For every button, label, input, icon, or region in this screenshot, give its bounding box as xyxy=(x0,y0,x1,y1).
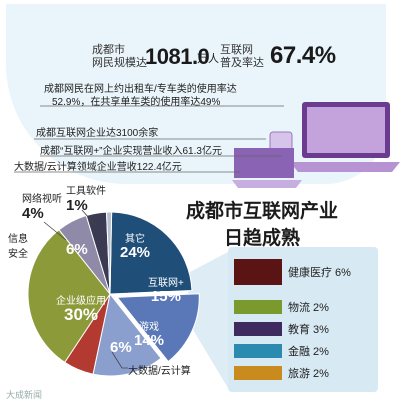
label-enterprise: 企业级应用 30% xyxy=(56,296,106,324)
legend-label: 物流 2% xyxy=(288,302,329,314)
pie-slice-game xyxy=(92,292,162,377)
video-leader xyxy=(43,221,67,241)
devices-illustration xyxy=(232,102,400,188)
legend-swatch xyxy=(234,366,282,380)
label-tools: 工具软件 1% xyxy=(66,186,106,214)
legend-label: 健康医疗 6% xyxy=(288,267,351,279)
pie-slice-enterprise xyxy=(27,229,111,364)
legend-item-tourism: 旅游 2% xyxy=(234,365,329,381)
legend-swatch xyxy=(234,259,282,285)
legend-item-logistics: 物流 2% xyxy=(234,299,329,315)
rate-label: 互联网 普及率达 xyxy=(220,44,264,69)
chart-title: 成都市互联网产业 日趋成熟 xyxy=(186,201,339,249)
label-security-name: 信息 安全 xyxy=(8,234,28,260)
sub-breakdown-legend: 健康医疗 6% 物流 2% 教育 3% 金融 2% 旅游 2% xyxy=(228,247,378,392)
label-security-pct: 6% xyxy=(66,241,88,258)
legend-label: 旅游 2% xyxy=(288,368,329,380)
keyboard-shape xyxy=(232,180,302,188)
legend-label: 教育 3% xyxy=(288,324,329,336)
legend-label: 金融 2% xyxy=(288,346,329,358)
fact-1: 成都网民在网上约出租车/专车类的使用率达 xyxy=(44,84,237,95)
laptop-display xyxy=(307,107,385,153)
fact-5: 大数据/云计算领域企业营收122.4亿元 xyxy=(14,162,182,173)
header-rules xyxy=(14,105,284,173)
laptop-base xyxy=(290,162,400,172)
fact-2: 52.9%，在共享单车类的使用率达49% xyxy=(52,97,221,108)
legend-item-finance: 金融 2% xyxy=(234,343,329,359)
users-value: 1081.0 xyxy=(145,44,210,69)
pie-slice-tools xyxy=(105,211,113,295)
label-internet-plus: 互联网+ 15% xyxy=(148,278,184,305)
label-other: 其它 24% xyxy=(120,234,151,261)
label-bigdata-name: 大数据/云计算 xyxy=(128,366,191,377)
legend-swatch xyxy=(234,344,282,358)
label-video: 网络视听 4% xyxy=(22,194,62,222)
tablet-icon xyxy=(234,148,294,178)
tools-leader xyxy=(81,209,97,227)
pie-slice-internet-plus xyxy=(116,293,200,363)
legend-swatch xyxy=(234,322,282,336)
legend-item-education: 教育 3% xyxy=(234,321,329,337)
label-game: 游戏 14% xyxy=(134,322,165,349)
watermark: 大成新闻 xyxy=(6,390,43,400)
fact-4: 成都“互联网+”企业实现营业收入61.3亿元 xyxy=(40,146,222,157)
fact-3: 成都互联网企业达3100余家 xyxy=(36,128,159,139)
rate-value: 67.4% xyxy=(270,42,336,69)
label-bigdata-pct: 6% xyxy=(110,339,132,356)
users-unit: 万人 xyxy=(197,53,219,65)
legend-swatch xyxy=(234,300,282,314)
bigdata-leader xyxy=(111,351,128,369)
legend-item-health: 健康医疗 6% xyxy=(234,259,351,285)
pie-slice-other xyxy=(109,211,193,295)
breakdown-connector xyxy=(186,252,228,388)
users-label: 成都市 网民规模达 xyxy=(92,44,147,69)
